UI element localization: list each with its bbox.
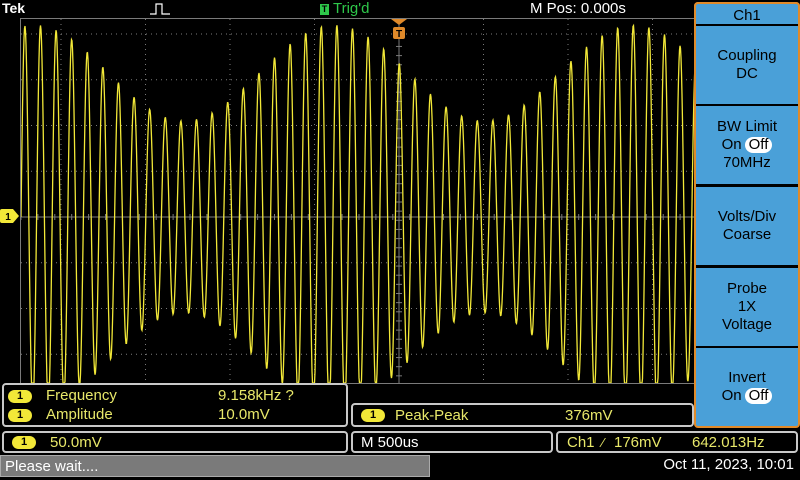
coupling-value: DC — [736, 65, 758, 82]
invert-off-selected: Off — [744, 388, 773, 404]
volts-div-value: Coarse — [722, 226, 772, 243]
bottom-message-bar: Please wait.... Oct 11, 2023, 10:01 — [0, 455, 800, 480]
timebase-value: M 500us — [361, 434, 419, 451]
peak-peak-measurement: 1 Peak-Peak 376mV — [351, 403, 694, 427]
vertical-scale-readout[interactable]: 1 50.0mV — [2, 431, 348, 453]
waveform-display[interactable]: T — [20, 18, 696, 384]
trigger-position-marker: T — [391, 19, 407, 40]
bw-limit-off-selected: Off — [744, 137, 773, 153]
peak-peak-channel-badge: 1 — [361, 409, 385, 422]
ch1-marker-label: 1 — [5, 212, 11, 223]
side-menu-title: Ch1 — [694, 2, 800, 24]
trigger-arrow-icon — [391, 19, 407, 25]
coupling-label: Coupling — [717, 47, 777, 64]
peak-peak-label: Peak-Peak — [395, 407, 469, 424]
frequency-measurement: 1 Frequency 9.158kHz ? — [8, 387, 344, 405]
volts-per-div-value: 50.0mV — [50, 434, 102, 451]
date-time: Oct 11, 2023, 10:01 — [663, 456, 794, 473]
peak-peak-value: 376mV — [565, 407, 613, 424]
trigger-readout[interactable]: Ch1 ∕ 176mV 642.013Hz — [556, 431, 798, 453]
amplitude-channel-badge: 1 — [8, 409, 32, 422]
measurement-readouts: 1 Frequency 9.158kHz ? 1 Amplitude 10.0m… — [2, 383, 348, 427]
timebase-readout[interactable]: M 500us — [351, 431, 553, 453]
volts-div-button[interactable]: Volts/Div Coarse — [696, 187, 798, 265]
invert-on: On — [721, 387, 742, 404]
bw-limit-on: On — [721, 136, 742, 153]
invert-button[interactable]: Invert On Off — [696, 348, 798, 426]
bw-limit-button[interactable]: BW Limit On Off 70MHz — [696, 106, 798, 184]
trigger-position-badge — [393, 27, 405, 39]
frequency-channel-badge: 1 — [8, 390, 32, 403]
trigger-position-badge-label: T — [396, 29, 402, 40]
trigger-slope-icon: ∕ — [602, 435, 605, 450]
amplitude-value: 10.0mV — [218, 406, 270, 423]
trigger-status: T Trig'd — [320, 0, 369, 17]
trigger-type-icon — [150, 3, 170, 15]
bw-limit-value: 70MHz — [723, 154, 771, 171]
invert-label: Invert — [728, 369, 766, 386]
probe-type: Voltage — [721, 316, 773, 333]
frequency-label: Frequency — [46, 387, 117, 404]
probe-label: Probe — [726, 280, 768, 297]
amplitude-label: Amplitude — [46, 406, 113, 423]
coupling-button[interactable]: Coupling DC — [696, 26, 798, 104]
probe-button[interactable]: Probe 1X Voltage — [696, 268, 798, 346]
ch1-waveform-trace — [21, 23, 695, 383]
top-status-bar: Tek T Trig'd M Pos: 0.000s — [0, 0, 694, 18]
volts-div-label: Volts/Div — [717, 208, 777, 225]
trigger-level: 176mV — [614, 434, 662, 451]
trigger-status-text: Trig'd — [333, 0, 370, 17]
channel-side-menu: Ch1 Coupling DC BW Limit On Off 70MHz Vol… — [694, 0, 800, 428]
amplitude-measurement: 1 Amplitude 10.0mV — [8, 406, 344, 424]
trigger-frequency: 642.013Hz — [692, 434, 765, 451]
waveform-svg: T — [21, 19, 695, 383]
brand-logo: Tek — [2, 0, 26, 16]
frequency-value: 9.158kHz ? — [218, 387, 294, 404]
vscale-channel-badge: 1 — [12, 436, 36, 449]
status-message: Please wait.... — [0, 455, 430, 477]
trigger-status-badge: T — [320, 4, 329, 15]
probe-attenuation: 1X — [737, 298, 757, 315]
ch1-ground-marker[interactable]: 1 — [0, 209, 20, 223]
trigger-channel: Ch1 — [567, 434, 595, 451]
horizontal-position: M Pos: 0.000s — [530, 0, 626, 17]
bw-limit-label: BW Limit — [717, 118, 777, 135]
